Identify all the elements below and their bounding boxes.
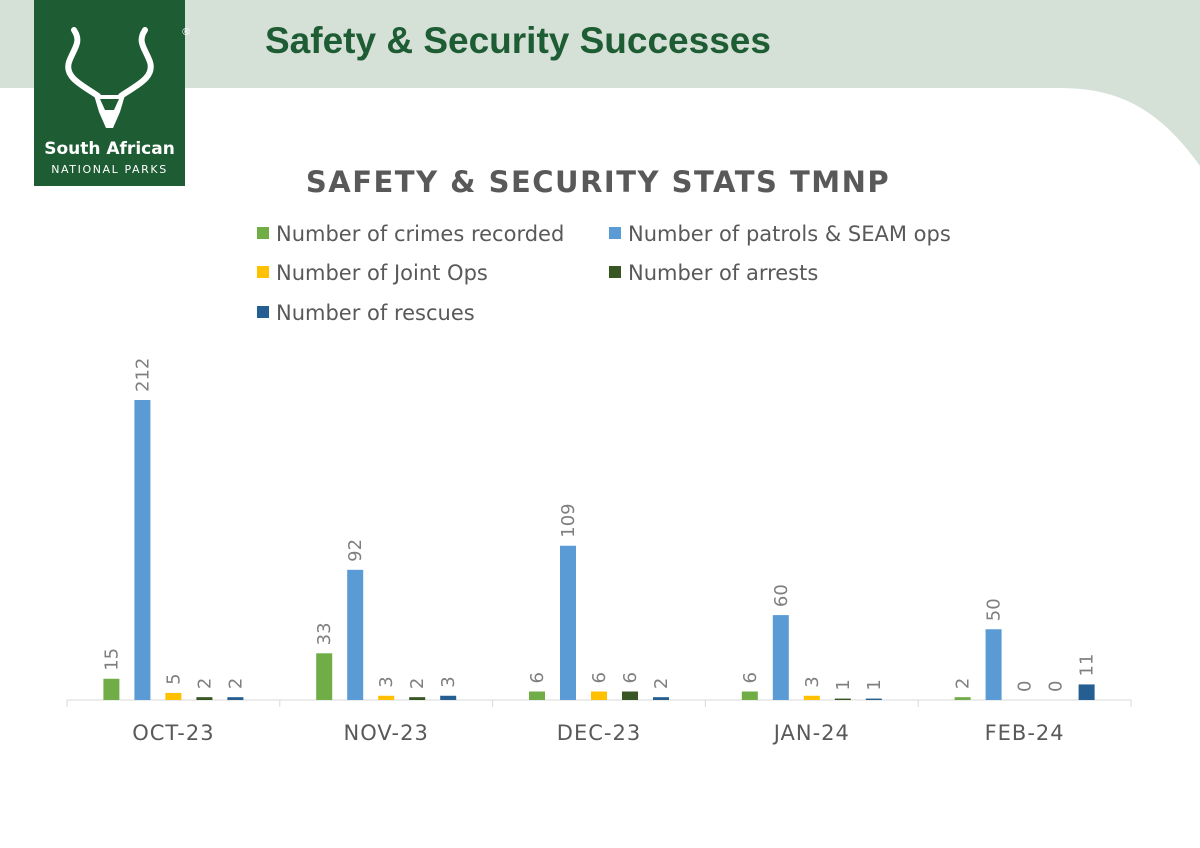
- data-label-dec-23-number-of-rescues: 2: [651, 678, 672, 689]
- data-label-oct-23-number-of-rescues: 2: [225, 678, 246, 689]
- data-label-dec-23-number-of-arrests: 6: [620, 672, 641, 683]
- kudu-head-icon: [65, 27, 154, 128]
- legend-swatch-number-of-rescues: [257, 306, 269, 318]
- bar-dec-23-number-of-patrols-seam-ops: [560, 545, 576, 700]
- data-label-oct-23-number-of-joint-ops: 5: [163, 673, 184, 684]
- bar-nov-23-number-of-patrols-seam-ops: [347, 569, 364, 700]
- data-label-jan-24-number-of-crimes-recorded: 6: [740, 672, 761, 683]
- legend-label-number-of-patrols-seam-ops: Number of patrols & SEAM ops: [628, 222, 951, 246]
- bar-feb-24-number-of-rescues: [1078, 684, 1095, 700]
- data-label-nov-23-number-of-crimes-recorded: 33: [314, 622, 335, 645]
- bar-feb-24-number-of-patrols-seam-ops: [985, 629, 1002, 700]
- category-label-oct-23: OCT-23: [132, 721, 214, 745]
- data-label-dec-23-number-of-crimes-recorded: 6: [527, 672, 548, 683]
- data-label-nov-23-number-of-arrests: 2: [407, 678, 428, 689]
- banner-background: [0, 0, 1200, 166]
- bar-dec-23-number-of-arrests: [622, 691, 638, 700]
- logo-text-south-african: South African: [44, 139, 175, 159]
- bar-oct-23-number-of-joint-ops: [165, 692, 182, 700]
- bar-jan-24-number-of-patrols-seam-ops: [772, 615, 789, 700]
- legend-label-number-of-joint-ops: Number of Joint Ops: [276, 261, 488, 285]
- sanparks-logo: ® South African NATIONAL PARKS: [34, 0, 191, 186]
- data-label-feb-24-number-of-crimes-recorded: 2: [953, 678, 974, 689]
- data-label-jan-24-number-of-patrols-seam-ops: 60: [771, 584, 792, 607]
- legend-swatch-number-of-arrests: [609, 266, 621, 278]
- legend-label-number-of-rescues: Number of rescues: [276, 301, 475, 325]
- category-label-jan-24: JAN-24: [772, 721, 850, 745]
- bar-jan-24-number-of-crimes-recorded: [741, 691, 758, 700]
- data-label-jan-24-number-of-joint-ops: 3: [802, 676, 823, 687]
- logo-text-national-parks: NATIONAL PARKS: [51, 163, 168, 176]
- data-label-oct-23-number-of-crimes-recorded: 15: [101, 648, 122, 671]
- bar-jan-24-number-of-arrests: [834, 698, 851, 700]
- category-label-nov-23: NOV-23: [344, 721, 429, 745]
- bar-oct-23-number-of-crimes-recorded: [103, 678, 120, 700]
- page-title: Safety & Security Successes: [265, 20, 771, 61]
- data-label-dec-23-number-of-joint-ops: 6: [589, 672, 610, 683]
- legend-swatch-number-of-joint-ops: [257, 266, 269, 278]
- registered-mark: ®: [181, 27, 191, 38]
- data-label-dec-23-number-of-patrols-seam-ops: 109: [558, 503, 579, 537]
- data-label-feb-24-number-of-arrests: 0: [1046, 681, 1067, 692]
- data-label-nov-23-number-of-joint-ops: 3: [376, 676, 397, 687]
- bar-dec-23-number-of-rescues: [653, 697, 669, 700]
- bar-oct-23-number-of-patrols-seam-ops: [134, 400, 151, 700]
- data-label-feb-24-number-of-rescues: 11: [1077, 654, 1098, 677]
- bar-feb-24-number-of-crimes-recorded: [954, 697, 971, 700]
- data-label-nov-23-number-of-rescues: 3: [438, 676, 459, 687]
- legend-swatch-number-of-crimes-recorded: [257, 227, 269, 239]
- bar-nov-23-number-of-joint-ops: [378, 695, 395, 700]
- bar-jan-24-number-of-rescues: [865, 698, 882, 700]
- legend-label-number-of-arrests: Number of arrests: [628, 261, 818, 285]
- chart-legend: Number of crimes recorded Number of patro…: [257, 222, 951, 325]
- data-label-feb-24-number-of-patrols-seam-ops: 50: [984, 598, 1005, 621]
- header-banner: [0, 0, 1200, 180]
- legend-swatch-number-of-patrols-seam-ops: [609, 227, 621, 239]
- legend-label-number-of-crimes-recorded: Number of crimes recorded: [276, 222, 564, 246]
- category-labels: OCT-23 NOV-23 DEC-23 JAN-24 FEB-24: [132, 721, 1065, 745]
- data-label-nov-23-number-of-patrols-seam-ops: 92: [345, 539, 366, 562]
- bar-nov-23-number-of-rescues: [440, 695, 457, 700]
- chart-title: SAFETY & SECURITY STATS TMNP: [306, 165, 890, 199]
- bar-oct-23-number-of-arrests: [196, 697, 213, 700]
- bar-nov-23-number-of-crimes-recorded: [316, 653, 333, 700]
- data-label-oct-23-number-of-patrols-seam-ops: 212: [132, 358, 153, 392]
- bar-nov-23-number-of-arrests: [409, 697, 426, 700]
- data-label-oct-23-number-of-arrests: 2: [194, 678, 215, 689]
- category-label-feb-24: FEB-24: [985, 721, 1065, 745]
- bar-jan-24-number-of-joint-ops: [803, 695, 820, 700]
- data-label-jan-24-number-of-rescues: 1: [864, 679, 885, 690]
- category-label-dec-23: DEC-23: [557, 721, 641, 745]
- bar-oct-23-number-of-rescues: [227, 697, 244, 700]
- data-label-jan-24-number-of-arrests: 1: [833, 679, 854, 690]
- x-axis: [66, 699, 1132, 707]
- bars-layer: [103, 400, 1095, 700]
- bar-dec-23-number-of-joint-ops: [591, 691, 607, 700]
- bar-dec-23-number-of-crimes-recorded: [529, 691, 545, 700]
- data-label-feb-24-number-of-joint-ops: 0: [1015, 681, 1036, 692]
